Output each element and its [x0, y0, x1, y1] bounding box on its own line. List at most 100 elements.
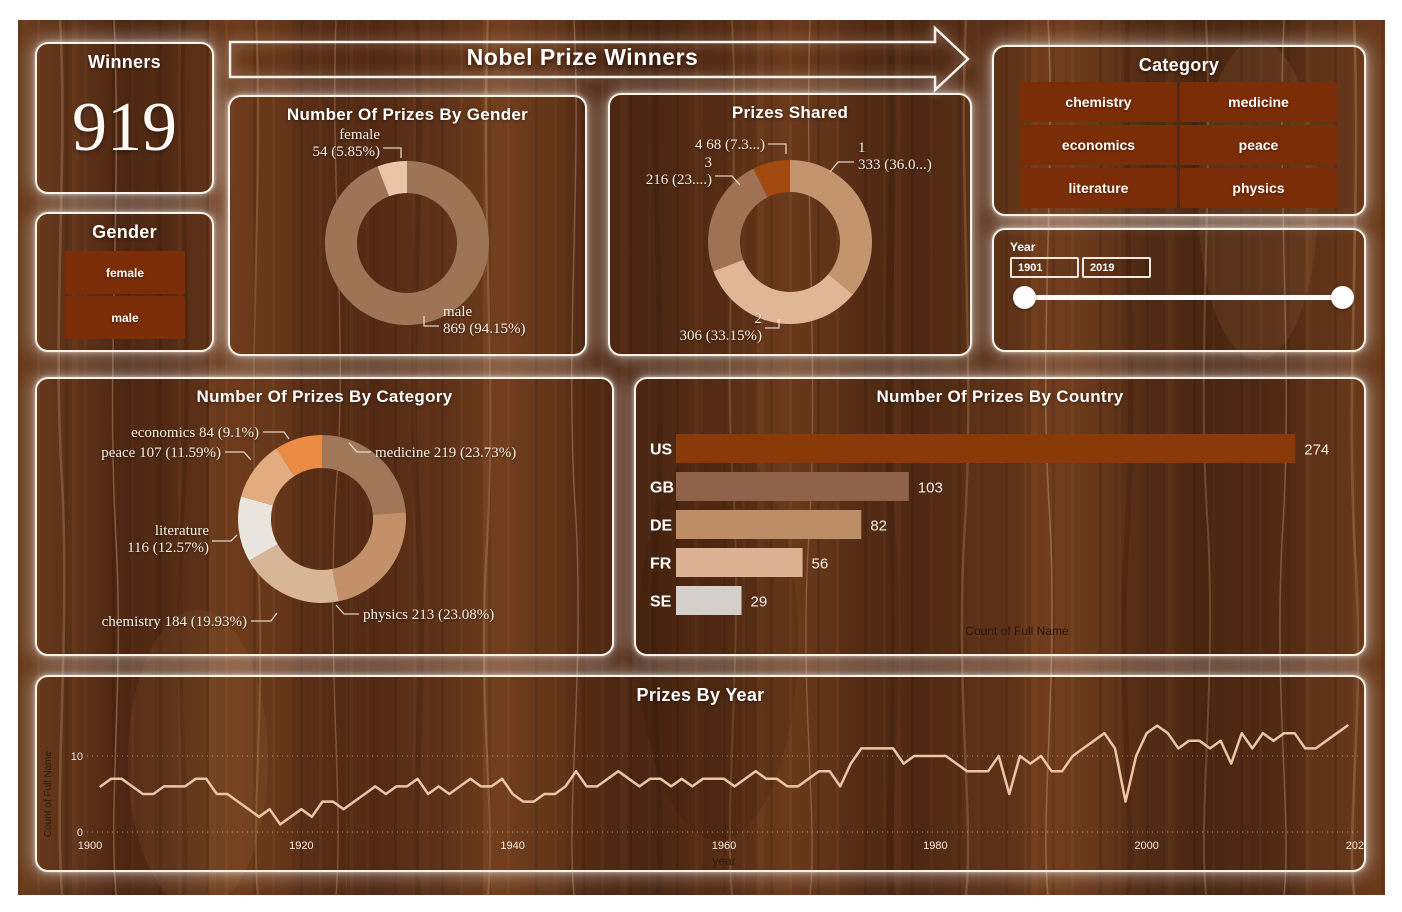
donut-label-connector [251, 612, 278, 622]
donut-label-connector [765, 319, 780, 329]
bar-category-label-US: US [650, 442, 673, 459]
x-tick-label: 1980 [923, 840, 947, 852]
donut-label-connector [348, 442, 371, 453]
prizes-by-year-card: Prizes By Year 0 10 1900 1920 1940 1960 1980 20… [35, 675, 1366, 872]
donut-label-male: male 869 (94.15%) [443, 304, 526, 337]
bar-DE[interactable] [676, 510, 862, 539]
y-tick-label: 10 [71, 751, 83, 763]
winners-card: Winners 919 [35, 42, 214, 194]
donut-slice-1[interactable] [790, 160, 872, 295]
bar-value-label: 82 [870, 518, 887, 535]
donut-label-connector [829, 161, 854, 173]
bar-SE[interactable] [676, 586, 742, 615]
winners-total-value: 919 [72, 89, 177, 166]
x-tick-label: 1920 [289, 840, 313, 852]
donut-label-2: 2 306 (33.15%) [679, 311, 763, 344]
bar-category-label-GB: GB [650, 480, 674, 497]
category-filter-button-physics[interactable]: physics [1180, 168, 1337, 208]
category-filter-button-peace[interactable]: peace [1180, 125, 1337, 165]
country-bar-chart[interactable]: US 274 GB 103 DE 82 FR 56 SE 29 Count of Full Name [636, 379, 1364, 654]
donut-label-chemistry: chemistry 184 (19.93%) [101, 614, 247, 630]
category-filter-button-chemistry[interactable]: chemistry [1020, 82, 1177, 122]
bar-value-label: 56 [812, 556, 829, 573]
prizes-by-year-line-chart[interactable]: 0 10 1900 1920 1940 1960 1980 2000 2020 Count of … [37, 677, 1364, 870]
prizes-shared-title: Prizes Shared [731, 103, 849, 122]
donut-slice-physics[interactable] [332, 512, 406, 602]
donut-label-peace: peace 107 (11.59%) [101, 445, 221, 461]
category-filter-card: Category chemistry medicine economics pe… [992, 45, 1366, 216]
gender-donut-card: Number Of Prizes By Gender male 869 (94.… [228, 95, 587, 356]
dashboard-title: Nobel Prize Winners [466, 44, 699, 70]
donut-slice-4[interactable] [753, 160, 790, 198]
year-end-input[interactable] [1082, 257, 1151, 278]
donut-slice-female[interactable] [377, 161, 407, 197]
donut-slice-economics[interactable] [276, 435, 322, 477]
donut-slice-2[interactable] [713, 259, 853, 324]
donut-slice-peace[interactable] [241, 448, 295, 506]
bar-value-label: 29 [751, 594, 768, 611]
category-filter-title: Category [1138, 55, 1220, 75]
donut-slice-medicine[interactable] [322, 435, 406, 515]
year-slicer-title: Year [1010, 240, 1036, 254]
category-donut-title: Number Of Prizes By Category [196, 387, 453, 406]
donut-label-3: 3 216 (23....) [645, 155, 712, 188]
bar-GB[interactable] [676, 472, 909, 501]
year-slider-track[interactable] [1024, 295, 1342, 300]
title-banner-arrow [228, 25, 970, 93]
donut-slice-literature[interactable] [238, 496, 278, 561]
donut-label-connector [383, 147, 402, 158]
x-tick-label: 1940 [500, 840, 524, 852]
donut-label-connector [225, 451, 252, 461]
prizes-by-year-line[interactable] [99, 724, 1349, 826]
line-xaxis-title: year [712, 854, 735, 868]
prizes-shared-card: Prizes Shared 1 333 (36.0...) 2 306 (33.1… [608, 93, 972, 356]
bar-category-label-FR: FR [650, 556, 672, 573]
year-start-input[interactable] [1010, 257, 1079, 278]
winners-card-title: Winners [88, 52, 161, 72]
prizes-shared-donut-chart[interactable] [610, 95, 970, 354]
bar-value-label: 274 [1304, 442, 1329, 459]
gender-donut-title: Number Of Prizes By Gender [286, 105, 529, 124]
y-tick-label: 0 [77, 827, 83, 839]
bar-category-label-SE: SE [650, 594, 672, 611]
donut-label-female: female 54 (5.85%) [312, 127, 381, 160]
gender-donut-chart[interactable] [230, 97, 585, 354]
donut-label-connector [715, 175, 741, 186]
gender-filter-button-female[interactable]: female [65, 251, 185, 294]
donut-label-connector [335, 604, 359, 615]
donut-label-connector [768, 143, 787, 154]
donut-slice-male[interactable] [325, 161, 489, 325]
gender-filter-button-male[interactable]: male [65, 296, 185, 339]
bar-value-label: 103 [918, 480, 943, 497]
x-tick-label: 2000 [1134, 840, 1158, 852]
x-tick-label: 1960 [712, 840, 736, 852]
donut-label-literature: literature 116 (12.57%) [127, 523, 209, 556]
line-yaxis-title: Count of Full Name [43, 750, 54, 837]
category-donut-chart[interactable] [37, 379, 612, 654]
donut-label-connector [212, 534, 238, 542]
country-bar-title: Number Of Prizes By Country [876, 387, 1124, 406]
donut-label-economics: economics 84 (9.1%) [131, 425, 259, 441]
donut-slice-chemistry[interactable] [249, 544, 339, 603]
gender-filter-title: Gender [92, 222, 157, 242]
category-filter-button-economics[interactable]: economics [1020, 125, 1177, 165]
category-filter-button-literature[interactable]: literature [1020, 168, 1177, 208]
bar-category-label-DE: DE [650, 518, 673, 535]
year-slider-handle-end[interactable] [1331, 286, 1354, 309]
donut-label-physics: physics 213 (23.08%) [363, 607, 495, 623]
bar-US[interactable] [676, 434, 1296, 463]
donut-label-4: 4 68 (7.3...) [695, 137, 765, 153]
category-filter-button-medicine[interactable]: medicine [1180, 82, 1337, 122]
prizes-by-year-title: Prizes By Year [636, 685, 765, 705]
donut-label-connector [423, 316, 439, 327]
country-bar-card: Number Of Prizes By Country US 274 GB 103 DE… [634, 377, 1366, 656]
donut-label-1: 1 333 (36.0...) [858, 140, 932, 173]
x-tick-label: 2020 [1346, 840, 1364, 852]
donut-slice-3[interactable] [708, 168, 768, 272]
year-slicer-card: Year [992, 228, 1366, 352]
x-tick-label: 1900 [78, 840, 102, 852]
year-slider-handle-start[interactable] [1013, 286, 1036, 309]
bar-FR[interactable] [676, 548, 803, 577]
gender-filter-card: Gender female male [35, 212, 214, 352]
